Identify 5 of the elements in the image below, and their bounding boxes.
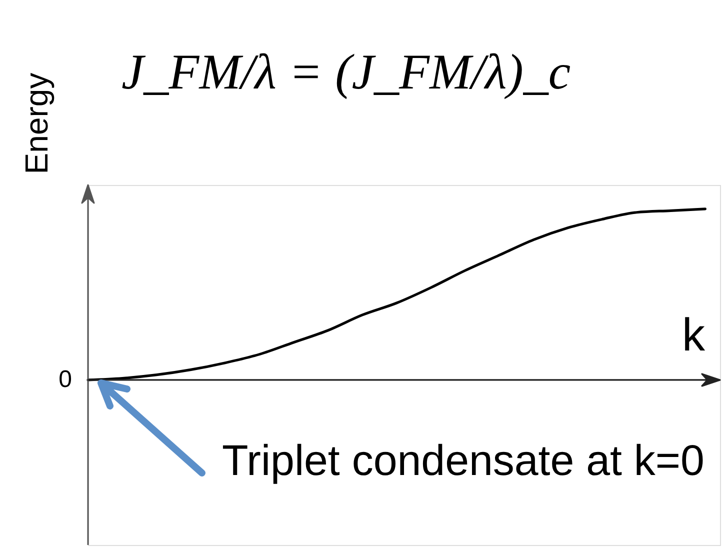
text: Triplet condensate at k=0 — [222, 436, 704, 485]
x-axis-title: k — [682, 308, 706, 360]
chart-title: J_FM/λ = (J_FM/λ)_c — [121, 43, 571, 100]
ref-line-label: 0 — [58, 366, 72, 393]
y-axis-title: Energy — [18, 72, 54, 174]
